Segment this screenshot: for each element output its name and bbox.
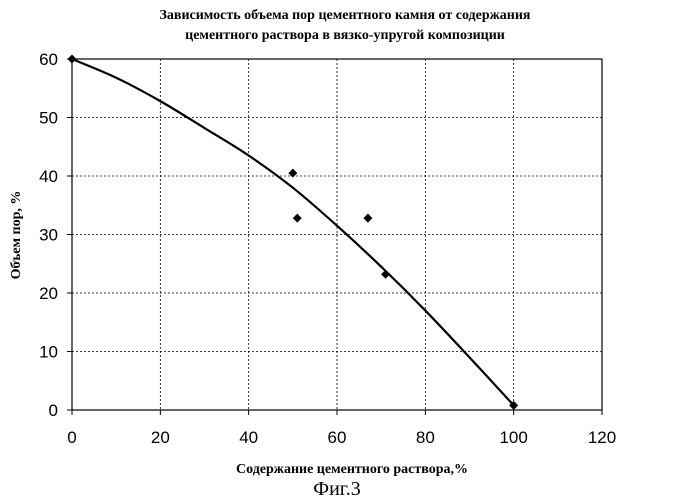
y-tick-label: 20 <box>39 284 58 303</box>
x-tick-label: 80 <box>416 428 435 447</box>
y-tick-label: 0 <box>49 401 58 420</box>
data-points <box>68 55 519 410</box>
y-tick-label: 50 <box>39 109 58 128</box>
chart-title-line-2: цементного раствора в вязко-упругой комп… <box>185 28 505 43</box>
y-tick-label: 60 <box>39 50 58 69</box>
data-point-marker <box>363 214 372 223</box>
figure-caption: Фиг.3 <box>313 478 360 500</box>
x-tick-label: 20 <box>151 428 170 447</box>
data-point-marker <box>381 270 390 279</box>
x-axis-ticks: 0 20 40 60 80 100 120 <box>67 410 616 447</box>
y-axis-label: Объем пор, % <box>9 191 24 280</box>
x-tick-label: 40 <box>239 428 258 447</box>
data-point-marker <box>68 55 77 64</box>
x-tick-label: 0 <box>67 428 76 447</box>
x-tick-label: 100 <box>499 428 527 447</box>
trend-curve <box>72 59 514 405</box>
y-tick-label: 40 <box>39 167 58 186</box>
chart-title-line-1: Зависимость объема пор цементного камня … <box>160 8 531 23</box>
data-point-marker <box>293 214 302 223</box>
x-tick-label: 120 <box>588 428 616 447</box>
y-tick-label: 10 <box>39 343 58 362</box>
x-tick-label: 60 <box>328 428 347 447</box>
y-axis-ticks: 0 10 20 30 40 50 60 <box>39 50 72 420</box>
x-axis-label: Содержание цементного раствора,% <box>236 462 468 477</box>
grid-lines <box>72 59 602 410</box>
y-tick-label: 30 <box>39 226 58 245</box>
